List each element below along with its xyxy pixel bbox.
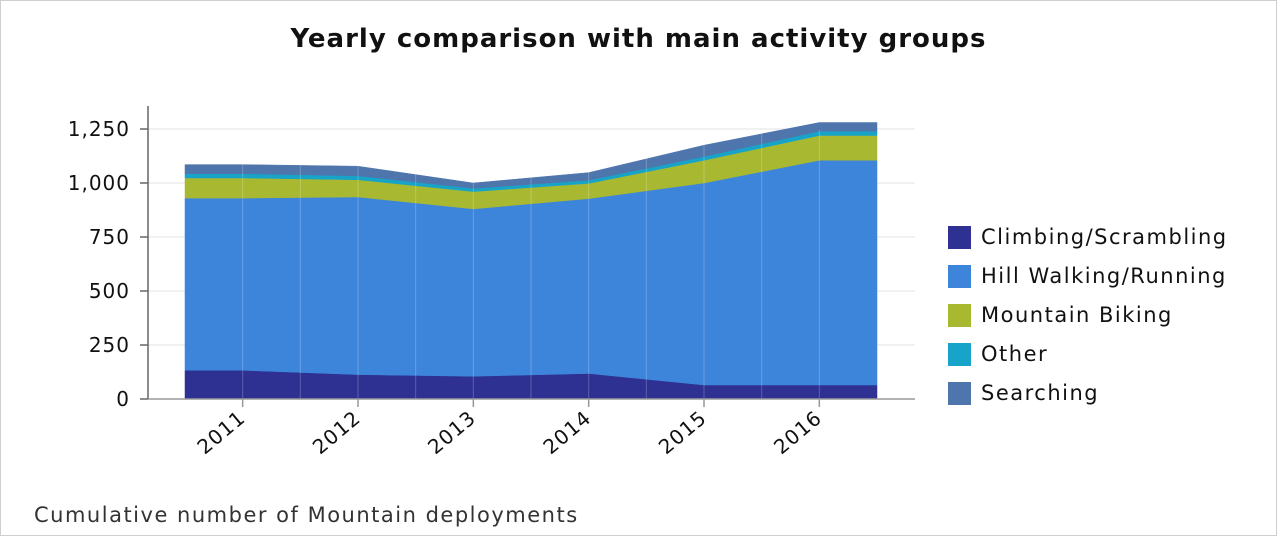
chart-title: Yearly comparison with main activity gro… [290, 24, 987, 54]
x-tick-label: 2013 [423, 405, 480, 459]
legend-swatch [948, 382, 971, 405]
legend-label: Mountain Biking [981, 303, 1173, 327]
legend-label: Climbing/Scrambling [981, 225, 1228, 249]
x-tick-label: 2012 [308, 405, 365, 459]
legend-label: Other [981, 342, 1049, 366]
area-searching [184, 122, 878, 189]
y-tick-label: 0 [116, 387, 130, 411]
legend-swatch [948, 265, 971, 288]
x-tick-label: 2014 [538, 405, 595, 459]
legend-label: Searching [981, 381, 1100, 405]
x-tick-label: 2015 [654, 405, 711, 459]
legend-label: Hill Walking/Running [981, 264, 1227, 288]
axes [140, 106, 915, 407]
legend-swatch [948, 304, 971, 327]
legend-swatch [948, 343, 971, 366]
vertical-guides [242, 130, 820, 399]
x-tick-label: 2011 [192, 405, 249, 459]
y-tick-label: 1,250 [68, 117, 130, 141]
y-tick-label: 750 [89, 225, 130, 249]
area-series [184, 122, 878, 400]
x-tick-label: 2016 [769, 405, 826, 459]
y-tick-label: 1,000 [68, 171, 130, 195]
y-tick-label: 500 [89, 279, 130, 303]
y-tick-label: 250 [89, 333, 130, 357]
legend-swatch [948, 226, 971, 249]
chart-caption: Cumulative number of Mountain deployment… [34, 503, 579, 527]
